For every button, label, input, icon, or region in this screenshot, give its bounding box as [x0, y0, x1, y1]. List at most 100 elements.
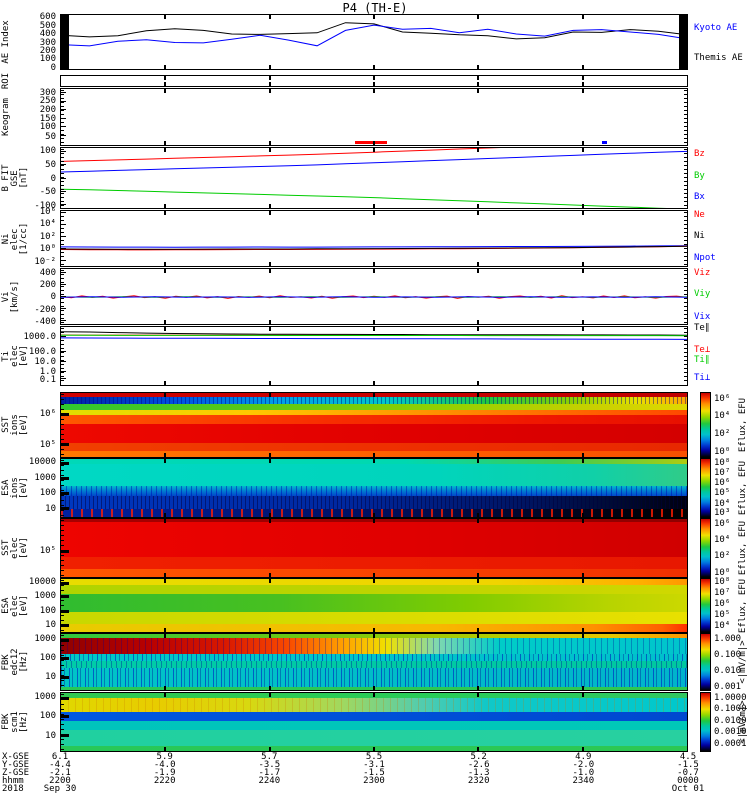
- x-tick: [581, 693, 584, 697]
- x-tick: [164, 327, 167, 331]
- x-tick: [477, 513, 480, 517]
- x-tick: [268, 573, 271, 577]
- x-tick: [164, 634, 167, 638]
- x-tick: [373, 327, 375, 331]
- x-tick: [477, 211, 480, 215]
- y-tick-label: 100: [39, 146, 56, 157]
- x-tick: [477, 148, 480, 152]
- y-tick: [61, 223, 66, 225]
- x-tick: [581, 634, 584, 638]
- footer-column: 5.9 -4.0 -1.9 2220: [153, 752, 176, 786]
- x-tick: [164, 148, 167, 152]
- panel-vi: Vi [km/s] 400 200 0 -200 -400 Viz Viy Vix: [0, 267, 750, 326]
- colorbar-tick-label: 0.0001: [714, 738, 747, 749]
- esa_i-band: [61, 508, 687, 517]
- colorbar-fbk-edc12: 1.000 0.100 0.010 0.001 <|mV/m|>: [700, 633, 750, 691]
- esa_e-band: [61, 623, 687, 632]
- y-tick: [61, 492, 69, 496]
- y-tick: [61, 41, 66, 43]
- keogram-y-axis: Keogram 300 250 200 150 100 50: [0, 88, 58, 146]
- y-tick-label: 10.0: [34, 357, 56, 367]
- keogram-data-mark: [602, 141, 608, 144]
- y-tick-label: 50: [45, 159, 56, 170]
- colorbar-tick-labels: 10⁶ 10⁴ 10² 10⁰: [714, 392, 748, 458]
- ni-series: [61, 245, 687, 251]
- colorbar-tick-label: 0.1000: [714, 704, 747, 715]
- x-tick: [373, 686, 375, 690]
- colorbar-tick-label: 10⁴: [714, 535, 731, 546]
- colorbar-tick-labels: 1.0000 0.1000 0.0100 0.0010 0.0001: [714, 692, 748, 752]
- x-tick: [477, 519, 480, 523]
- vi-plot-area: [60, 268, 688, 325]
- y-tick-label: 200: [39, 45, 56, 56]
- x-tick: [268, 269, 271, 273]
- sst_e-heatmap: [61, 519, 687, 577]
- x-tick: [164, 628, 167, 632]
- y-tick-label: 500: [39, 20, 56, 31]
- ae-plot-area: [60, 14, 688, 70]
- fbk2-band: [61, 730, 687, 747]
- series-label: Viz: [694, 267, 711, 278]
- bfit-plot-area: [60, 147, 688, 209]
- y-tick: [61, 350, 66, 352]
- x-tick: [268, 634, 271, 638]
- colorbar-sst-electrons: 10⁶ 10⁴ 10² 10⁰ Eflux, EFU: [700, 518, 750, 578]
- esa-ions-y-axis-label: ESA ions [eV]: [1, 477, 29, 499]
- x-tick: [581, 519, 584, 523]
- x-tick: [581, 320, 584, 324]
- x-tick: [581, 459, 584, 463]
- footer-column: 5.2 -2.6 -1.3 2320: [467, 752, 490, 786]
- y-tick: [61, 260, 66, 262]
- y-tick-label: -100: [34, 200, 56, 211]
- fbk-edc12-y-axis-label: FBK edc12 [Hz]: [1, 648, 29, 676]
- x-tick: [581, 628, 584, 632]
- sst-ions-y-axis-label: SST ions [eV]: [1, 414, 29, 436]
- y-tick-label: 0: [50, 62, 56, 73]
- esa_e-band: [61, 611, 687, 624]
- footer-row-labels: X-GSE Y-GSE Z-GSE hhmm 2018: [2, 753, 30, 794]
- panel-ni: Ni elec [1/cc] 10⁶ 10⁴ 10² 10⁰ 10⁻² Ne Ni Npot: [0, 207, 750, 267]
- footer-row-label: Z-GSE: [2, 768, 30, 778]
- x-tick: [268, 747, 271, 751]
- panel-sst-ions: SST ions [eV] 10⁶ 10⁵: [0, 392, 750, 458]
- y-tick: [61, 319, 66, 321]
- colorbar-unit-label: Eflux, EFU: [738, 460, 748, 516]
- y-tick-label: 10⁰: [39, 244, 56, 255]
- y-tick: [61, 177, 66, 179]
- x-tick: [373, 519, 375, 523]
- x-tick: [581, 269, 584, 273]
- x-tick: [164, 459, 167, 463]
- ni-y-axis: Ni elec [1/cc] 10⁶ 10⁴ 10² 10⁰ 10⁻²: [0, 207, 58, 267]
- y-tick-label: -50: [39, 187, 56, 198]
- y-tick: [61, 296, 66, 298]
- x-tick: [268, 393, 271, 397]
- x-tick: [268, 15, 271, 19]
- x-tick: [373, 393, 375, 397]
- fbk2-band: [61, 697, 687, 712]
- colorbar-tick-label: 10⁰: [714, 567, 731, 578]
- x-tick: [373, 579, 375, 583]
- x-tick: [477, 453, 480, 457]
- x-tick: [477, 628, 480, 632]
- x-tick: [581, 262, 584, 266]
- colorbar-gradient: [700, 633, 711, 691]
- x-tick: [164, 453, 167, 457]
- y-tick: [61, 638, 69, 642]
- x-tick: [581, 327, 584, 331]
- bfit-legend: Bz By Bx: [694, 147, 750, 209]
- sst_i-band: [61, 423, 687, 443]
- colorbar-tick-label: 10⁶: [714, 478, 731, 489]
- ti-y-axis-label: Ti elec [eV]: [1, 345, 29, 367]
- colorbar-tick-label: 1.000: [714, 633, 742, 644]
- y-tick-label: 10⁶: [39, 408, 56, 419]
- colorbar-gradient: [700, 578, 711, 633]
- fbk1-band: [61, 654, 687, 661]
- keogram-data-mark: [355, 141, 387, 144]
- footer-column: 4.5 -1.5 -0.7 0000 Oct 01: [671, 752, 705, 794]
- sst_i-band: [61, 442, 687, 451]
- y-tick: [61, 126, 66, 128]
- fbk-scm1-y-axis: FBK scm1 [Hz] 1000 100 10: [0, 692, 58, 752]
- colorbar-gradient: [700, 392, 711, 458]
- sst-electrons-y-axis: SST elec [eV] 10⁵: [0, 518, 58, 578]
